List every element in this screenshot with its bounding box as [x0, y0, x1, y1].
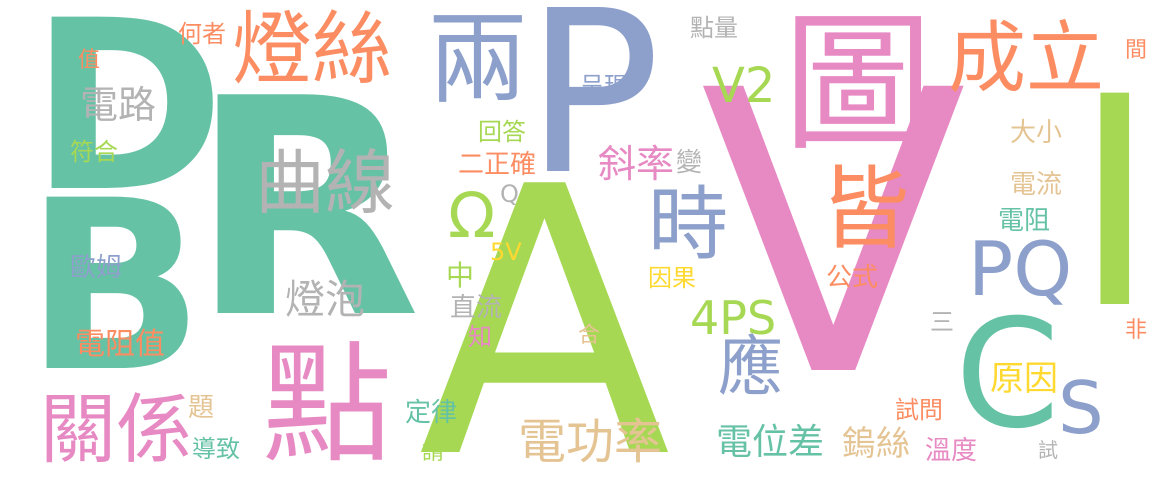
word-gongshi: 公式	[826, 263, 879, 293]
word-dianzu: 電阻	[998, 206, 1051, 236]
word-shi2: 試	[1038, 438, 1058, 462]
word-chengli: 成立	[948, 14, 1105, 104]
word-b: B	[25, 151, 205, 424]
word-quxian: 曲線	[255, 142, 395, 224]
word-4ps: 4PS	[690, 291, 777, 345]
word-r: R	[190, 35, 422, 384]
word-shi: 時	[648, 178, 728, 271]
word-s: S	[1058, 366, 1104, 450]
word-diangonglv: 電功率	[518, 414, 663, 470]
word-dian: 點	[262, 329, 393, 481]
word-dianzuzhi: 電阻值	[75, 327, 165, 362]
word-i: I	[1072, 36, 1158, 373]
word-v: V	[700, 8, 967, 462]
word-dianweicha: 電位差	[716, 422, 825, 463]
word-5v: 5V	[490, 238, 522, 266]
word-fuhe: 符合	[70, 138, 118, 166]
word-xielv: 斜率	[598, 142, 675, 186]
word-chengxian: 呈現	[580, 72, 628, 100]
word-zhi2: 知	[468, 323, 492, 351]
word-dengsi: 燈絲	[232, 3, 392, 96]
word-tu: 圖	[783, 0, 934, 172]
word-d: D	[30, 0, 226, 244]
word-jie: 皆	[820, 157, 910, 262]
word-shiwen: 試問	[895, 396, 943, 424]
word-qing: 請	[422, 440, 445, 465]
word-dianliu: 電流	[1010, 170, 1063, 200]
word-p: P	[525, 0, 661, 225]
word-yuanyin: 原因	[990, 359, 1058, 399]
word-c: C	[955, 288, 1060, 462]
word-yinguo: 因果	[648, 264, 696, 292]
word-wusi: 鎢絲	[842, 424, 910, 464]
word-daozhi: 導致	[192, 435, 240, 463]
word-hezhe: 何者	[178, 20, 226, 48]
word-a: A	[418, 110, 672, 482]
word-pq: PQ	[968, 225, 1073, 313]
word-ti: 題	[188, 393, 215, 423]
word-zhong: 中	[446, 259, 475, 292]
word-omega: Ω	[448, 179, 496, 252]
word-jian: 間	[1125, 38, 1148, 63]
word-ying: 應	[718, 330, 784, 405]
word-guanxi: 關係	[40, 385, 192, 474]
word-liang: 兩	[428, 1, 528, 118]
word-zhiliu: 直流	[450, 293, 503, 323]
word-dianlu: 電路	[80, 83, 157, 127]
word-he: 合	[578, 323, 601, 348]
word-san: 三	[930, 308, 954, 336]
word-zhi: 值	[78, 48, 101, 73]
word-erzhengque: 二正確	[458, 150, 537, 180]
word-fei: 非	[1125, 318, 1148, 343]
word-oumu: 歐姆	[70, 253, 123, 283]
word-q: Q	[500, 180, 519, 208]
word-huida: 回答	[478, 118, 526, 146]
word-bian: 變	[676, 148, 703, 178]
word-wendu: 溫度	[925, 436, 978, 466]
word-dengpao: 燈泡	[285, 277, 365, 323]
word-daxiao: 大小	[1010, 118, 1063, 148]
word-dianliang: 點量	[690, 14, 738, 42]
word-dinglv: 定律	[405, 398, 458, 428]
word-v2: V2	[712, 58, 776, 114]
